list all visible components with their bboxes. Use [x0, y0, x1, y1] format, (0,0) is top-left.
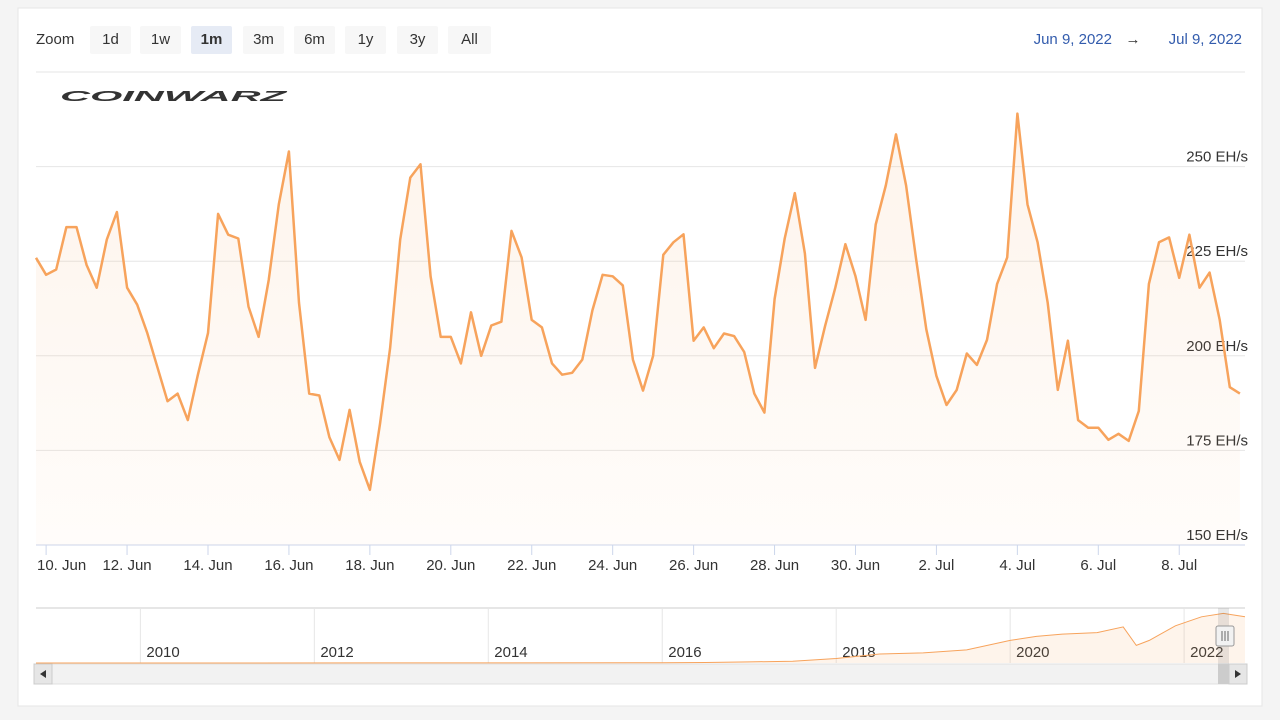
zoom-button-label[interactable]: 1m	[201, 31, 223, 48]
zoom-button-label[interactable]: All	[461, 31, 478, 48]
zoom-button[interactable]	[90, 26, 131, 54]
range-separator: →	[1126, 31, 1141, 48]
line	[34, 112, 1241, 492]
scroll-thumb[interactable]	[1218, 664, 1229, 684]
navigator-line	[35, 612, 1246, 664]
x-tick-label: 2. Jul	[918, 557, 954, 574]
x-tick-label: 8. Jul	[1161, 557, 1197, 574]
zoom-button-label[interactable]: 3y	[410, 31, 426, 48]
x-tick-label: 28. Jun	[750, 557, 799, 574]
zoom-button[interactable]	[397, 26, 438, 54]
navigator-area	[36, 613, 1245, 663]
navigator-tick-label: 2020	[1016, 644, 1049, 661]
x-tick-label: 30. Jun	[831, 557, 880, 574]
x-tick-label: 4. Jul	[999, 557, 1035, 574]
x-tick-label: 10. Jun	[37, 557, 86, 574]
x-tick-label: 20. Jun	[426, 557, 475, 574]
y-tick-label: 225 EH/s	[1186, 243, 1248, 260]
x-tick-label: 22. Jun	[507, 557, 556, 574]
x-tick-label: 14. Jun	[183, 557, 232, 574]
x-tick-label: 12. Jun	[102, 557, 151, 574]
area	[36, 113, 1240, 545]
range-from[interactable]: Jun 9, 2022	[1034, 31, 1112, 48]
zoom-button[interactable]	[243, 26, 284, 54]
zoom-button[interactable]	[294, 26, 335, 54]
zoom-button[interactable]	[345, 26, 386, 54]
x-tick-label: 16. Jun	[264, 557, 313, 574]
navigator-tick-label: 2010	[146, 644, 179, 661]
scroll-right-arrow	[1235, 670, 1241, 678]
navigator-tick-label: 2014	[494, 644, 527, 661]
zoom-button-label[interactable]: 1y	[358, 31, 374, 48]
watermark: COINWARZ	[60, 88, 288, 105]
zoom-button-label[interactable]: 3m	[253, 31, 274, 48]
scroll-left-arrow	[40, 670, 46, 678]
zoom-button-label[interactable]: 1d	[102, 31, 119, 48]
navigator-tick-label: 2016	[668, 644, 701, 661]
zoom-button[interactable]	[191, 26, 232, 54]
range-to[interactable]: Jul 9, 2022	[1169, 31, 1242, 48]
zoom-button[interactable]	[140, 26, 181, 54]
zoom-label: Zoom	[36, 31, 74, 48]
scrollbar-track[interactable]	[33, 663, 1248, 685]
handle-grip	[1221, 631, 1229, 641]
zoom-button-label[interactable]: 1w	[151, 31, 170, 48]
y-tick-label: 250 EH/s	[1186, 149, 1248, 166]
x-tick-label: 24. Jun	[588, 557, 637, 574]
navigator-tick-label: 2012	[320, 644, 353, 661]
zoom-button-label[interactable]: 6m	[304, 31, 325, 48]
x-tick-label: 26. Jun	[669, 557, 718, 574]
x-tick-label: 6. Jul	[1080, 557, 1116, 574]
navigator-tick-label: 2022	[1190, 644, 1223, 661]
x-tick-label: 18. Jun	[345, 557, 394, 574]
zoom-button[interactable]	[448, 26, 491, 54]
